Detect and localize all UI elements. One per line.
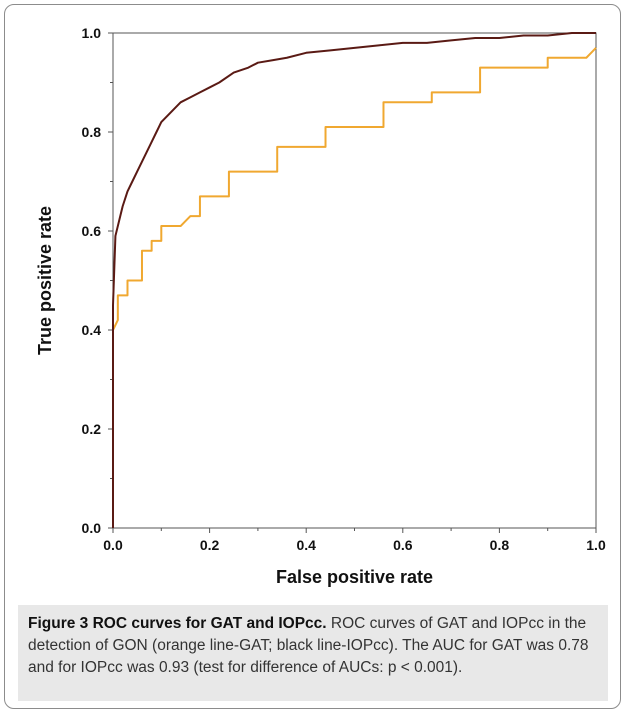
x-tick-label: 0.6: [393, 537, 413, 553]
y-axis-title: True positive rate: [35, 206, 55, 355]
x-tick-labels: 0.0 0.2 0.4 0.6 0.8 1.0: [103, 537, 606, 553]
plot-area: [112, 32, 597, 529]
x-axis-title: False positive rate: [276, 567, 433, 587]
roc-chart: 0.0 0.2 0.4 0.6 0.8 1.0 0.0 0.2 0.4 0.6 0.8 1.0 Fa…: [35, 25, 606, 587]
y-tick-label: 0.6: [82, 223, 102, 239]
y-tick-label: 0.0: [82, 520, 102, 536]
x-tick-label: 0.0: [103, 537, 123, 553]
roc-curve-dark: [112, 32, 596, 528]
x-tick-label: 0.2: [200, 537, 220, 553]
x-tick-label: 1.0: [586, 537, 606, 553]
y-tick-label: 0.8: [82, 124, 102, 140]
series-layer: [112, 32, 597, 528]
y-tick-label: 1.0: [82, 25, 102, 41]
y-tick-labels: 0.0 0.2 0.4 0.6 0.8 1.0: [82, 25, 102, 536]
tick-marks: [108, 32, 597, 533]
figure-caption-title: Figure 3 ROC curves for GAT and IOPcc.: [28, 615, 327, 632]
roc-curve-orange: [112, 47, 597, 528]
x-tick-label: 0.8: [490, 537, 510, 553]
y-tick-label: 0.4: [82, 322, 102, 338]
y-tick-label: 0.2: [82, 421, 102, 437]
x-tick-label: 0.4: [296, 537, 316, 553]
figure-caption-text: ROC curves of GAT and IOPcc in the detec…: [28, 615, 589, 676]
figure-caption: Figure 3 ROC curves for GAT and IOPcc. R…: [18, 605, 608, 701]
